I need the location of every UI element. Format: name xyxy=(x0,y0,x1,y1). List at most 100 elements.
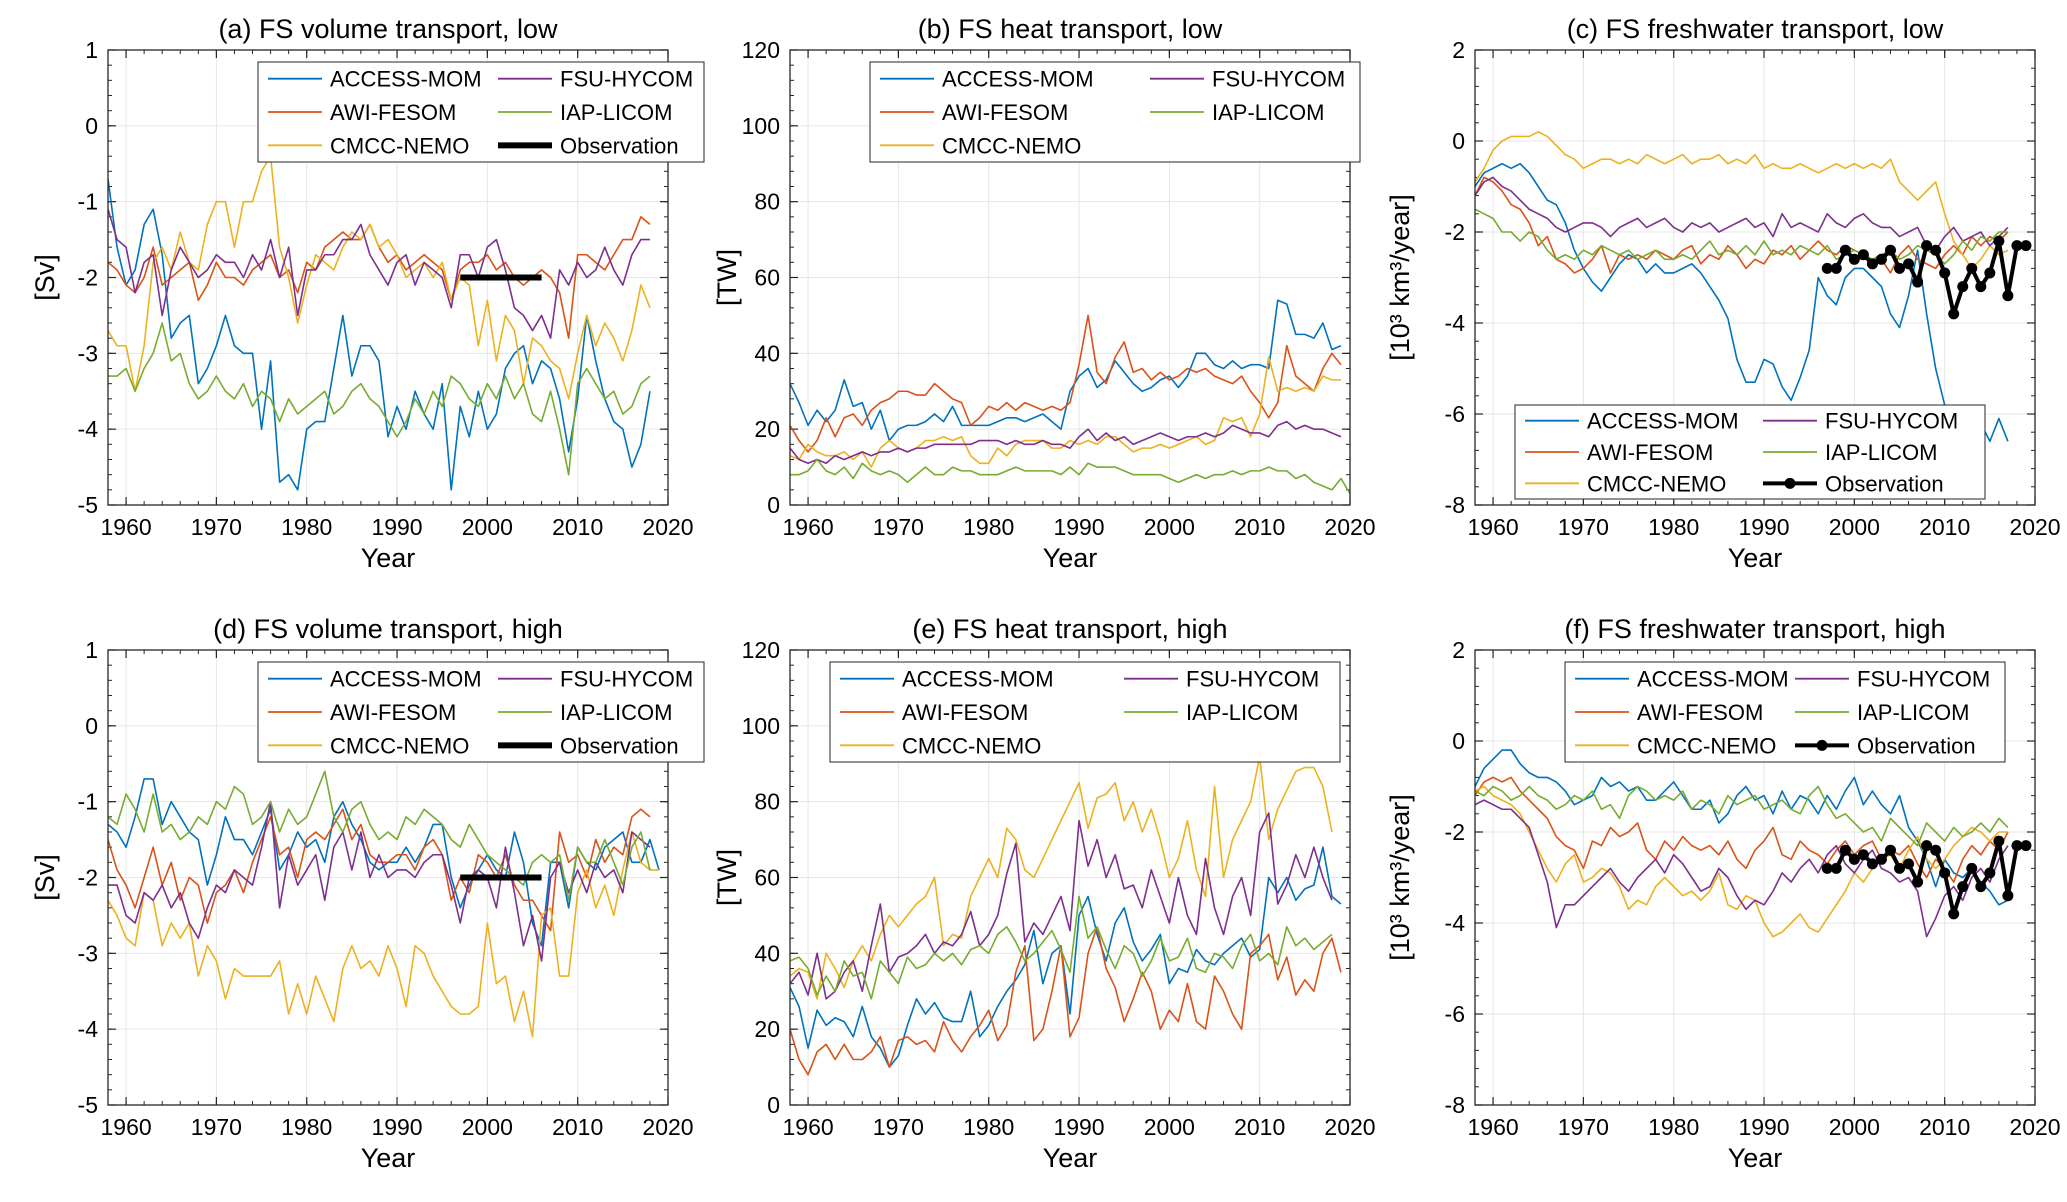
x-tick-label: 2020 xyxy=(642,1114,693,1140)
x-axis-label: Year xyxy=(1043,543,1098,573)
legend: ACCESS-MOM FSU-HYCOM AWI-FESOM IAP-LICOM CMC… xyxy=(257,661,705,763)
observation-marker xyxy=(1921,240,1933,252)
observation-marker xyxy=(1948,908,1960,920)
legend-label: AWI-FESOM xyxy=(1587,440,1713,465)
observation-marker xyxy=(1939,267,1951,279)
x-tick-label: 2020 xyxy=(2009,1114,2060,1140)
observation-marker xyxy=(1957,281,1969,293)
x-tick-label: 2000 xyxy=(462,1114,513,1140)
observation-marker xyxy=(1848,253,1860,265)
legend-label: ACCESS-MOM xyxy=(1587,409,1739,434)
series-line-awi-fesom xyxy=(1475,176,2009,274)
y-tick-label: 120 xyxy=(742,37,780,63)
legend-label: FSU-HYCOM xyxy=(560,67,693,92)
observation-marker xyxy=(1993,235,2005,247)
chart-title: (d) FS volume transport, high xyxy=(213,614,563,644)
legend-label: CMCC-NEMO xyxy=(902,733,1041,758)
axes-box xyxy=(107,49,669,506)
chart-panel-1: 1960 1970 1980 1990 2000 2010 2020 120 100 80 60 40… xyxy=(712,14,1376,573)
series-line-access-mom xyxy=(108,178,651,491)
series-line-cmcc-nemo xyxy=(1475,785,2008,938)
series-line-cmcc-nemo xyxy=(790,755,1333,1000)
y-tick-label: -3 xyxy=(78,340,98,366)
legend-box xyxy=(869,61,1361,163)
observation-marker xyxy=(2011,840,2023,852)
series-line-awi-fesom xyxy=(790,314,1342,453)
x-tick-label: 2000 xyxy=(1144,514,1195,540)
x-tick-label: 1970 xyxy=(873,1114,924,1140)
x-tick-label: 1970 xyxy=(191,1114,242,1140)
x-tick-label: 1990 xyxy=(371,514,422,540)
y-tick-label: -5 xyxy=(78,492,98,518)
x-tick-label: 1990 xyxy=(1738,1114,1789,1140)
plot-area xyxy=(790,755,1342,1076)
observation-marker xyxy=(2002,890,2014,902)
y-tick-label: 40 xyxy=(754,340,780,366)
legend-label: IAP-LICOM xyxy=(1212,100,1324,125)
y-axis-label: [TW] xyxy=(712,849,742,906)
y-axis-label: [10³ km³/year] xyxy=(1385,194,1415,361)
observation-marker xyxy=(1984,267,1996,279)
y-tick-label: -3 xyxy=(78,940,98,966)
x-axis-label: Year xyxy=(1043,1143,1098,1173)
observation-marker xyxy=(1903,258,1915,270)
x-tick-label: 2020 xyxy=(2009,514,2060,540)
x-axis-label: Year xyxy=(1728,1143,1783,1173)
y-tick-label: 40 xyxy=(754,940,780,966)
x-tick-label: 1980 xyxy=(1648,1114,1699,1140)
y-tick-label: 2 xyxy=(1452,37,1465,63)
series-line-iap-licom xyxy=(790,458,1350,495)
y-axis-label: [Sv] xyxy=(30,854,60,901)
x-tick-label: 2010 xyxy=(1919,1114,1970,1140)
y-tick-label: 20 xyxy=(754,1016,780,1042)
y-tick-label: -6 xyxy=(1445,1001,1465,1027)
legend-marker xyxy=(1784,477,1796,489)
x-tick-label: 1980 xyxy=(963,514,1014,540)
plot-area xyxy=(1475,749,2032,938)
observation-marker xyxy=(1957,881,1969,893)
observation-marker xyxy=(1830,262,1842,274)
legend-label: AWI-FESOM xyxy=(330,100,456,125)
chart-title: (a) FS volume transport, low xyxy=(218,14,558,44)
legend-label: Observation xyxy=(1857,733,1976,758)
observation-marker xyxy=(2020,840,2032,852)
observation-marker xyxy=(1975,281,1987,293)
x-tick-label: 2010 xyxy=(1234,514,1285,540)
series-line-iap-licom xyxy=(1475,208,2008,265)
plot-area xyxy=(790,299,1350,495)
y-tick-label: -2 xyxy=(1445,819,1465,845)
observation-marker xyxy=(1857,249,1869,261)
observation-marker xyxy=(1930,844,1942,856)
x-axis-label: Year xyxy=(361,1143,416,1173)
legend: ACCESS-MOM FSU-HYCOM AWI-FESOM IAP-LICOM CMC… xyxy=(869,61,1361,163)
y-tick-label: -6 xyxy=(1445,401,1465,427)
series-line-fsu-hycom xyxy=(1475,176,2009,251)
plot-area xyxy=(108,770,660,1038)
observation-marker xyxy=(1821,862,1833,874)
x-tick-label: 1970 xyxy=(1558,1114,1609,1140)
y-tick-label: 60 xyxy=(754,265,780,291)
observation-marker xyxy=(2020,240,2032,252)
legend-marker xyxy=(1816,739,1828,751)
observation-marker xyxy=(1984,867,1996,879)
series-line-awi-fesom xyxy=(1475,776,2009,883)
x-tick-label: 1980 xyxy=(963,1114,1014,1140)
series-line-fsu-hycom xyxy=(1475,799,2009,938)
legend: ACCESS-MOM FSU-HYCOM AWI-FESOM IAP-LICOM CMC… xyxy=(1564,661,2006,763)
legend-label: FSU-HYCOM xyxy=(1825,409,1958,434)
y-axis-label: [10³ km³/year] xyxy=(1385,794,1415,961)
legend-box xyxy=(1564,661,2006,763)
x-tick-label: 2020 xyxy=(642,514,693,540)
chart-title: (e) FS heat transport, high xyxy=(912,614,1227,644)
y-tick-label: -1 xyxy=(78,789,98,815)
axes-box xyxy=(789,649,1351,1106)
y-tick-label: 100 xyxy=(742,713,780,739)
x-tick-label: 2010 xyxy=(1234,1114,1285,1140)
y-tick-label: 0 xyxy=(1452,128,1465,154)
legend-label: IAP-LICOM xyxy=(560,100,672,125)
y-tick-label: 80 xyxy=(754,189,780,215)
x-tick-label: 2010 xyxy=(552,1114,603,1140)
series-line-cmcc-nemo xyxy=(108,155,651,400)
x-tick-label: 1990 xyxy=(371,1114,422,1140)
x-tick-label: 1960 xyxy=(100,514,151,540)
